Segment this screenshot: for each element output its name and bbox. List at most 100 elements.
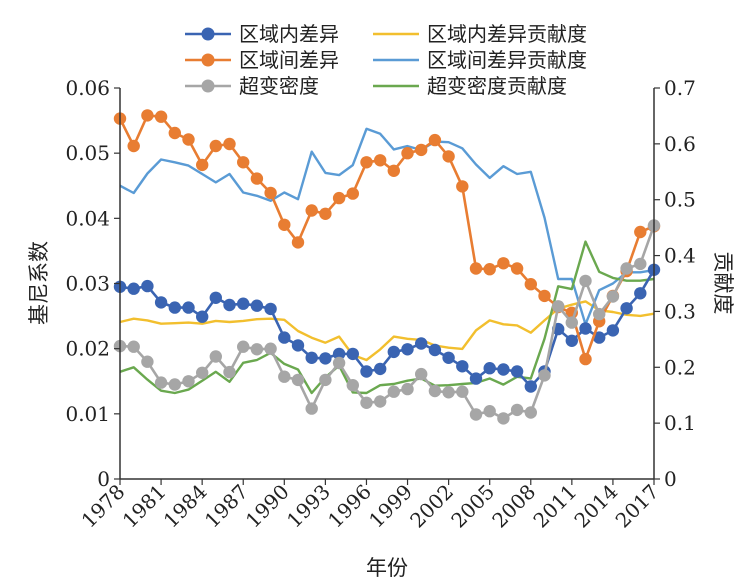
data-point [278, 331, 291, 344]
data-point [223, 137, 236, 151]
data-point [565, 316, 578, 329]
data-point [182, 133, 195, 146]
data-point [374, 362, 387, 376]
data-point [141, 109, 154, 122]
y-right-tick-label: 0.4 [664, 244, 696, 268]
data-point [127, 340, 140, 353]
data-point [319, 352, 332, 365]
data-point [620, 302, 633, 315]
data-point [196, 366, 209, 379]
data-point [319, 373, 332, 387]
data-point [332, 191, 346, 205]
data-point [428, 133, 442, 147]
series-4 [119, 127, 655, 326]
y-left-tick-label: 0.01 [65, 402, 110, 426]
x-tick-label: 2014 [569, 480, 622, 533]
data-point [456, 180, 469, 193]
y-right-tick-label: 0.3 [664, 299, 696, 323]
data-point [497, 363, 510, 376]
data-point [154, 376, 168, 389]
data-point [634, 257, 647, 271]
y-axis-left-title: 基尼系数 [27, 241, 51, 325]
data-point [264, 186, 277, 200]
data-point [579, 352, 592, 366]
y-right-tick-label: 0.7 [664, 76, 696, 100]
data-point [182, 375, 195, 388]
data-point [196, 310, 209, 323]
data-point [565, 334, 578, 347]
data-point [237, 297, 250, 310]
legend-item: 超变密度贡献度 [373, 74, 567, 98]
data-point [332, 347, 346, 361]
y-left-tick-label: 0.03 [65, 272, 110, 296]
x-tick-label: 1999 [364, 480, 417, 533]
data-point [524, 406, 537, 419]
legend-item: 区域内差异贡献度 [373, 22, 587, 46]
x-tick-label: 2005 [446, 480, 499, 533]
series-2 [113, 219, 661, 425]
data-point [196, 158, 209, 172]
y-left-tick-label: 0.06 [65, 76, 110, 100]
data-point [510, 365, 524, 378]
data-point [250, 299, 264, 312]
y-left-tick-label: 0 [97, 467, 110, 491]
data-point [387, 164, 400, 177]
data-point [141, 355, 154, 368]
data-point [360, 156, 373, 169]
data-point [223, 298, 236, 312]
data-point [483, 263, 496, 276]
data-point [360, 365, 373, 378]
data-point [510, 262, 524, 275]
data-point [127, 282, 140, 295]
x-tick-label: 1993 [282, 480, 335, 533]
series-line [119, 127, 655, 326]
y-right-tick-label: 0.6 [664, 132, 696, 156]
data-point [415, 143, 428, 157]
series-line [119, 269, 656, 388]
data-point [250, 172, 264, 185]
data-point [346, 347, 359, 361]
data-point [442, 386, 455, 399]
data-point [469, 262, 483, 275]
data-point [346, 379, 359, 392]
legend-label: 区域间差异 [239, 48, 339, 72]
data-point [428, 343, 442, 357]
legend-item: 区域间差异 [185, 48, 339, 72]
data-point [456, 385, 469, 398]
data-point [524, 380, 537, 393]
legend-item: 区域内差异 [185, 22, 339, 46]
y-left-tick-label: 0.02 [65, 337, 110, 361]
x-tick-label: 1990 [241, 480, 294, 533]
series-0 [113, 263, 661, 393]
series-3 [119, 300, 655, 362]
data-point [291, 236, 305, 249]
legend-swatch-marker [201, 27, 215, 41]
data-point [593, 331, 606, 344]
data-point [278, 370, 291, 383]
data-point [141, 279, 154, 293]
x-tick-label: 2002 [405, 480, 458, 533]
data-point [634, 287, 647, 300]
data-point [606, 324, 620, 337]
data-point [401, 382, 414, 396]
data-point [552, 300, 565, 313]
data-point [346, 187, 359, 200]
x-tick-label: 2008 [487, 480, 540, 533]
data-point [620, 262, 633, 275]
y-axis-right-title: 贡献度 [711, 252, 735, 315]
data-point [291, 339, 305, 352]
data-point [442, 150, 455, 163]
y-right-tick-label: 0.5 [664, 188, 696, 212]
data-point [483, 405, 496, 418]
data-point [209, 291, 222, 304]
x-tick-label: 1987 [200, 480, 253, 533]
data-point [168, 126, 181, 140]
data-point [456, 360, 469, 373]
data-point [538, 369, 551, 382]
legend-swatch-marker [201, 53, 215, 67]
y-left-tick-label: 0.05 [65, 141, 110, 165]
x-tick-label: 1984 [159, 480, 212, 533]
data-point [237, 340, 250, 353]
data-point [305, 402, 318, 415]
